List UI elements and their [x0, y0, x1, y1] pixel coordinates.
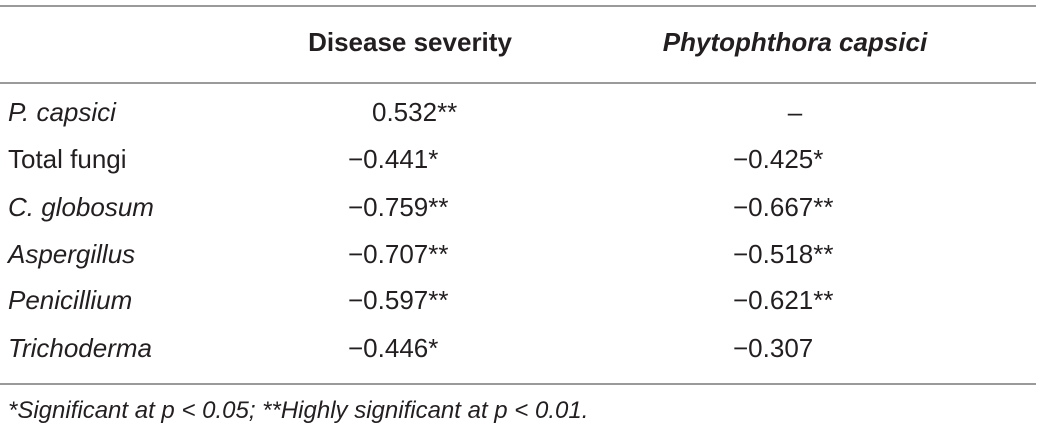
row-label: Aspergillus [8, 239, 136, 269]
header-rule [0, 82, 1036, 84]
cell: −0.759** [348, 192, 449, 222]
cell: −0.621** [733, 285, 834, 315]
cell: 0.532** [372, 97, 458, 127]
top-rule [0, 5, 1036, 7]
cell: −0.597** [348, 285, 449, 315]
row-label: C. globosum [8, 192, 154, 222]
cell: −0.667** [733, 192, 834, 222]
cell: −0.307 [733, 333, 814, 363]
bottom-rule [0, 383, 1036, 385]
cell: −0.707** [348, 239, 449, 269]
row-label: Trichoderma [8, 333, 153, 363]
cell: −0.425* [733, 144, 824, 174]
column-header: Disease severity [308, 27, 512, 57]
row-label: Penicillium [8, 285, 133, 315]
column-header: Phytophthora capsici [662, 27, 928, 57]
footnote: *Significant at p < 0.05; **Highly signi… [8, 397, 589, 424]
cell: – [787, 97, 803, 127]
row-label: P. capsici [8, 97, 116, 127]
cell: −0.441* [348, 144, 439, 174]
cell: −0.518** [733, 239, 834, 269]
row-label: Total fungi [8, 144, 127, 174]
cell: −0.446* [348, 333, 439, 363]
